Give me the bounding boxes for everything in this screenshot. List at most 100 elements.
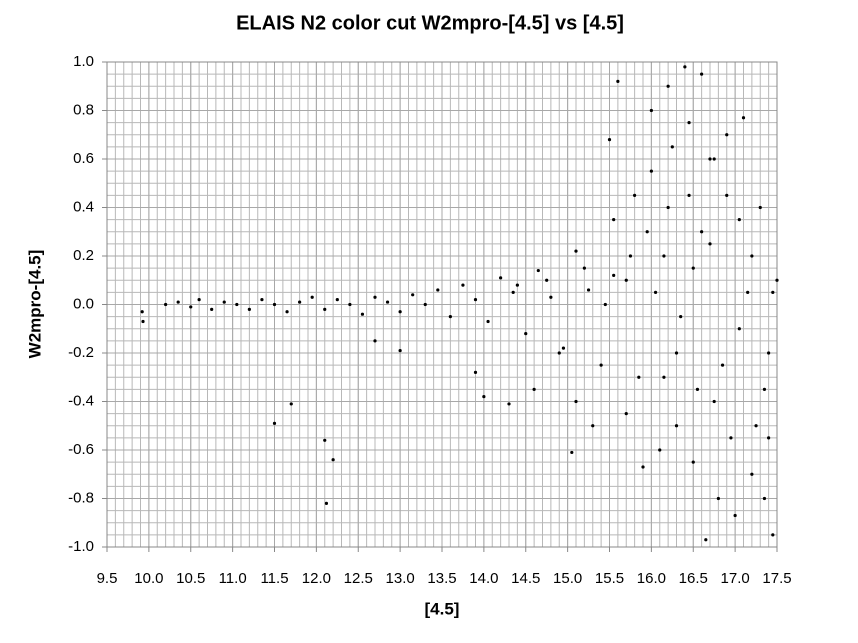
scatter-point [750, 254, 754, 258]
scatter-point [741, 116, 746, 120]
scatter-point [176, 300, 180, 304]
scatter-point [758, 205, 762, 210]
scatter-point [511, 290, 515, 294]
scatter-point [624, 412, 628, 416]
x-tick-label: 17.5 [762, 570, 791, 587]
scatter-point [289, 402, 293, 406]
scatter-point [285, 310, 289, 314]
scatter-point [324, 501, 329, 505]
grid [106, 61, 778, 548]
scatter-point [687, 193, 691, 197]
scatter-point [674, 424, 679, 428]
scatter-point [658, 448, 662, 452]
scatter-point [762, 387, 767, 391]
scatter-point [653, 290, 658, 294]
scatter-point [775, 278, 779, 282]
scatter-point [649, 169, 653, 173]
scatter-point [524, 332, 528, 336]
scatter-point [473, 298, 478, 302]
scatter-point [716, 496, 720, 501]
scatter-point [360, 312, 365, 316]
y-tick-label: -0.4 [68, 392, 94, 409]
scatter-point [737, 218, 741, 222]
scatter-point [637, 375, 641, 379]
scatter-point [331, 458, 335, 462]
scatter-point [733, 513, 737, 518]
scatter-point [323, 438, 327, 442]
scatter-point [700, 230, 704, 234]
scatter-point [662, 254, 666, 258]
scatter-point [222, 300, 226, 304]
scatter-point [725, 193, 729, 197]
scatter-point [499, 276, 503, 280]
y-tick-label: 1.0 [73, 53, 94, 70]
scatter-point [260, 298, 264, 302]
scatter-point [683, 65, 687, 69]
scatter-point [272, 302, 277, 307]
scatter-point [140, 310, 144, 314]
scatter-point [398, 310, 402, 314]
scatter-point [197, 298, 201, 302]
y-tick-label: -0.6 [68, 441, 94, 458]
scatter-point [411, 293, 415, 297]
scatter-point [486, 319, 490, 324]
scatter-point [385, 300, 390, 304]
scatter-point [141, 319, 145, 324]
scatter-point [612, 273, 616, 277]
scatter-point [448, 315, 452, 319]
ticks: 9.5 10.0 10.5 11.0 11.5 12.0 12.5 13.0 13.5 14.0 1… [68, 53, 791, 587]
scatter-point [272, 421, 277, 425]
scatter-point [700, 72, 704, 76]
scatter-point [247, 307, 251, 311]
x-tick-label: 10.0 [134, 570, 163, 587]
scatter-point [557, 351, 561, 355]
x-tick-label: 10.5 [176, 570, 205, 587]
scatter-point [666, 205, 670, 210]
scatter-point [708, 157, 712, 161]
scatter-point [574, 249, 578, 253]
y-tick-label: 0.0 [73, 295, 94, 312]
y-tick-label: 0.6 [73, 150, 94, 167]
scatter-point [624, 278, 628, 282]
scatter-point [582, 266, 586, 270]
scatter-point [666, 84, 670, 88]
scatter-point [662, 375, 666, 379]
scatter-point [536, 268, 540, 273]
scatter-point [679, 315, 683, 319]
scatter-point [695, 387, 700, 391]
scatter-point [482, 395, 486, 399]
x-tick-label: 12.0 [302, 570, 331, 587]
scatter-point [189, 305, 193, 309]
scatter-point [164, 302, 168, 307]
scatter-point [612, 218, 616, 222]
scatter-point [691, 266, 695, 270]
scatter-point [746, 290, 750, 294]
scatter-point [348, 302, 352, 307]
x-tick-label: 15.5 [595, 570, 624, 587]
x-tick-label: 12.5 [344, 570, 373, 587]
scatter-point [570, 450, 574, 455]
x-tick-label: 17.0 [721, 570, 750, 587]
scatter-point [712, 399, 716, 404]
chart-title: ELAIS N2 color cut W2mpro-[4.5] vs [4.5] [236, 12, 624, 34]
scatter-point [628, 254, 633, 258]
scatter-point [771, 290, 775, 294]
scatter-point [729, 436, 733, 440]
scatter-point [549, 295, 553, 299]
y-tick-label: 0.4 [73, 198, 94, 215]
scatter-point [603, 302, 607, 307]
scatter-point [725, 133, 729, 137]
scatter-point [373, 339, 377, 343]
x-tick-label: 11.5 [260, 570, 288, 587]
scatter-point [737, 327, 741, 331]
scatter-point [771, 533, 775, 537]
scatter-point [674, 351, 679, 355]
scatter-point [633, 193, 637, 197]
x-axis-title: [4.5] [425, 599, 460, 618]
scatter-point [507, 402, 511, 406]
y-tick-label: 0.8 [73, 101, 94, 118]
y-axis-title: W2mpro-[4.5] [25, 250, 44, 359]
scatter-point [574, 399, 578, 404]
scatter-point [712, 157, 716, 161]
y-tick-label: 0.2 [73, 247, 94, 264]
